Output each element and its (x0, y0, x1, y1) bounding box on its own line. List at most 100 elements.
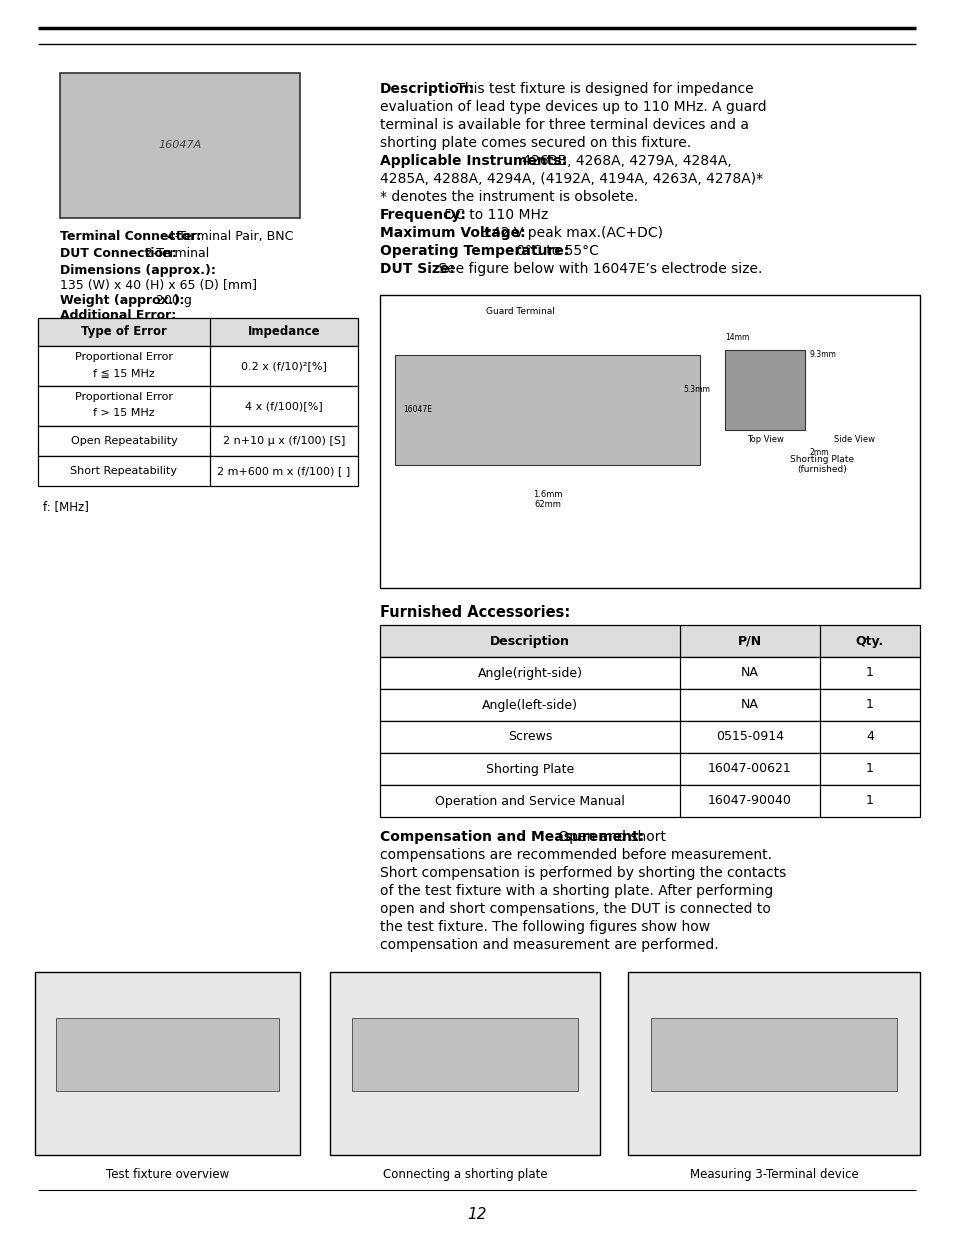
Text: Type of Error: Type of Error (81, 326, 167, 338)
Text: DUT Size:: DUT Size: (379, 262, 455, 275)
Text: Terminal Connector:: Terminal Connector: (60, 230, 201, 243)
Text: terminal is available for three terminal devices and a: terminal is available for three terminal… (379, 119, 748, 132)
Text: Dimensions (approx.):: Dimensions (approx.): (60, 264, 215, 277)
Text: Proportional Error: Proportional Error (75, 352, 172, 362)
Text: the test fixture. The following figures show how: the test fixture. The following figures … (379, 920, 709, 934)
Text: Side View: Side View (834, 435, 875, 445)
Text: Applicable Instruments:: Applicable Instruments: (379, 154, 566, 168)
Bar (379, 721, 919, 753)
Bar (60, 73, 299, 219)
Text: P/N: P/N (738, 635, 761, 647)
Text: 0.2 x (f/10)²[%]: 0.2 x (f/10)²[%] (241, 361, 327, 370)
Text: 2 m+600 m x (f/100) [ ]: 2 m+600 m x (f/100) [ ] (217, 466, 351, 475)
Text: 2 n+10 μ x (f/100) [S]: 2 n+10 μ x (f/100) [S] (223, 436, 345, 446)
Bar (379, 785, 919, 818)
Text: * denotes the instrument is obsolete.: * denotes the instrument is obsolete. (379, 190, 638, 204)
Text: of the test fixture with a shorting plate. After performing: of the test fixture with a shorting plat… (379, 884, 773, 898)
Text: See figure below with 16047E’s electrode size.: See figure below with 16047E’s electrode… (434, 262, 761, 275)
Text: Test fixture overview: Test fixture overview (106, 1168, 229, 1181)
Text: Shorting Plate
(furnished): Shorting Plate (furnished) (790, 454, 854, 474)
Bar (330, 972, 599, 1155)
Text: Description:: Description: (379, 82, 475, 96)
Text: 2-Terminal: 2-Terminal (141, 247, 209, 261)
Text: Measuring 3-Terminal device: Measuring 3-Terminal device (689, 1168, 858, 1181)
Text: f: [MHz]: f: [MHz] (43, 500, 89, 513)
Text: Operation and Service Manual: Operation and Service Manual (435, 794, 624, 808)
Bar (38, 456, 357, 487)
Text: compensation and measurement are performed.: compensation and measurement are perform… (379, 939, 718, 952)
Text: 14mm: 14mm (724, 333, 749, 342)
Text: NA: NA (740, 667, 759, 679)
Text: Angle(left-side): Angle(left-side) (481, 699, 578, 711)
Text: f ≦ 15 MHz: f ≦ 15 MHz (93, 368, 154, 378)
Text: evaluation of lead type devices up to 110 MHz. A guard: evaluation of lead type devices up to 11… (379, 100, 766, 114)
Text: Weight (approx.):: Weight (approx.): (60, 294, 184, 308)
Text: Shorting Plate: Shorting Plate (485, 762, 574, 776)
Text: Description: Description (490, 635, 569, 647)
Bar (379, 689, 919, 721)
Bar (38, 346, 357, 387)
Text: 4263B, 4268A, 4279A, 4284A,: 4263B, 4268A, 4279A, 4284A, (517, 154, 731, 168)
Text: shorting plate comes secured on this fixture.: shorting plate comes secured on this fix… (379, 136, 690, 149)
Text: 2mm: 2mm (809, 448, 828, 457)
Text: ±42 V peak max.(AC+DC): ±42 V peak max.(AC+DC) (476, 226, 662, 240)
Text: 16047A: 16047A (158, 141, 201, 151)
Text: Additional Error:: Additional Error: (60, 309, 176, 322)
Text: 16047-90040: 16047-90040 (707, 794, 791, 808)
Bar (56, 1018, 278, 1091)
Text: Furnished Accessories:: Furnished Accessories: (379, 605, 570, 620)
Text: 4-Terminal Pair, BNC: 4-Terminal Pair, BNC (162, 230, 293, 243)
Text: 16047E: 16047E (402, 405, 432, 415)
Text: Open Repeatability: Open Repeatability (71, 436, 177, 446)
Text: 4285A, 4288A, 4294A, (4192A, 4194A, 4263A, 4278A)*: 4285A, 4288A, 4294A, (4192A, 4194A, 4263… (379, 172, 762, 186)
Text: DUT Connection:: DUT Connection: (60, 247, 176, 261)
Text: 1: 1 (865, 794, 873, 808)
Text: Qty.: Qty. (855, 635, 883, 647)
Bar (352, 1018, 578, 1091)
Text: This test fixture is designed for impedance: This test fixture is designed for impeda… (452, 82, 753, 96)
Text: 1.6mm
62mm: 1.6mm 62mm (532, 490, 561, 509)
Text: Connecting a shorting plate: Connecting a shorting plate (382, 1168, 547, 1181)
Bar (35, 972, 299, 1155)
Text: Open and short: Open and short (554, 830, 665, 844)
Bar (38, 387, 357, 426)
Text: Operating Temperature:: Operating Temperature: (379, 245, 569, 258)
Bar (395, 354, 700, 466)
Text: 135 (W) x 40 (H) x 65 (D) [mm]: 135 (W) x 40 (H) x 65 (D) [mm] (60, 279, 256, 291)
Text: Proportional Error: Proportional Error (75, 393, 172, 403)
Text: DC to 110 MHz: DC to 110 MHz (439, 207, 548, 222)
Text: Short Repeatability: Short Repeatability (71, 466, 177, 475)
Text: 4: 4 (865, 730, 873, 743)
Text: Compensation and Measurement:: Compensation and Measurement: (379, 830, 643, 844)
Text: 1: 1 (865, 699, 873, 711)
Text: NA: NA (740, 699, 759, 711)
Bar (627, 972, 919, 1155)
Text: 5.3mm: 5.3mm (682, 385, 709, 394)
Text: 9.3mm: 9.3mm (809, 350, 836, 359)
Text: Guard Terminal: Guard Terminal (485, 308, 554, 316)
Text: Impedance: Impedance (248, 326, 320, 338)
Text: 0°C to 55°C: 0°C to 55°C (512, 245, 598, 258)
Text: 12: 12 (467, 1207, 486, 1221)
Text: Top View: Top View (746, 435, 782, 445)
Bar (724, 350, 804, 430)
Text: 16047-00621: 16047-00621 (707, 762, 791, 776)
Bar (651, 1018, 896, 1091)
Text: 1: 1 (865, 667, 873, 679)
Bar (379, 753, 919, 785)
Bar (379, 295, 919, 588)
Text: Angle(right-side): Angle(right-side) (477, 667, 582, 679)
Text: 1: 1 (865, 762, 873, 776)
Text: 4 x (f/100)[%]: 4 x (f/100)[%] (245, 401, 322, 411)
Bar (379, 657, 919, 689)
Bar (38, 317, 357, 346)
Bar (379, 625, 919, 657)
Text: Frequency:: Frequency: (379, 207, 466, 222)
Text: 200 g: 200 g (152, 294, 192, 308)
Text: Short compensation is performed by shorting the contacts: Short compensation is performed by short… (379, 866, 785, 881)
Bar (38, 426, 357, 456)
Text: 0515-0914: 0515-0914 (716, 730, 783, 743)
Text: Maximum Voltage:: Maximum Voltage: (379, 226, 525, 240)
Text: f > 15 MHz: f > 15 MHz (93, 409, 154, 419)
Text: open and short compensations, the DUT is connected to: open and short compensations, the DUT is… (379, 902, 770, 916)
